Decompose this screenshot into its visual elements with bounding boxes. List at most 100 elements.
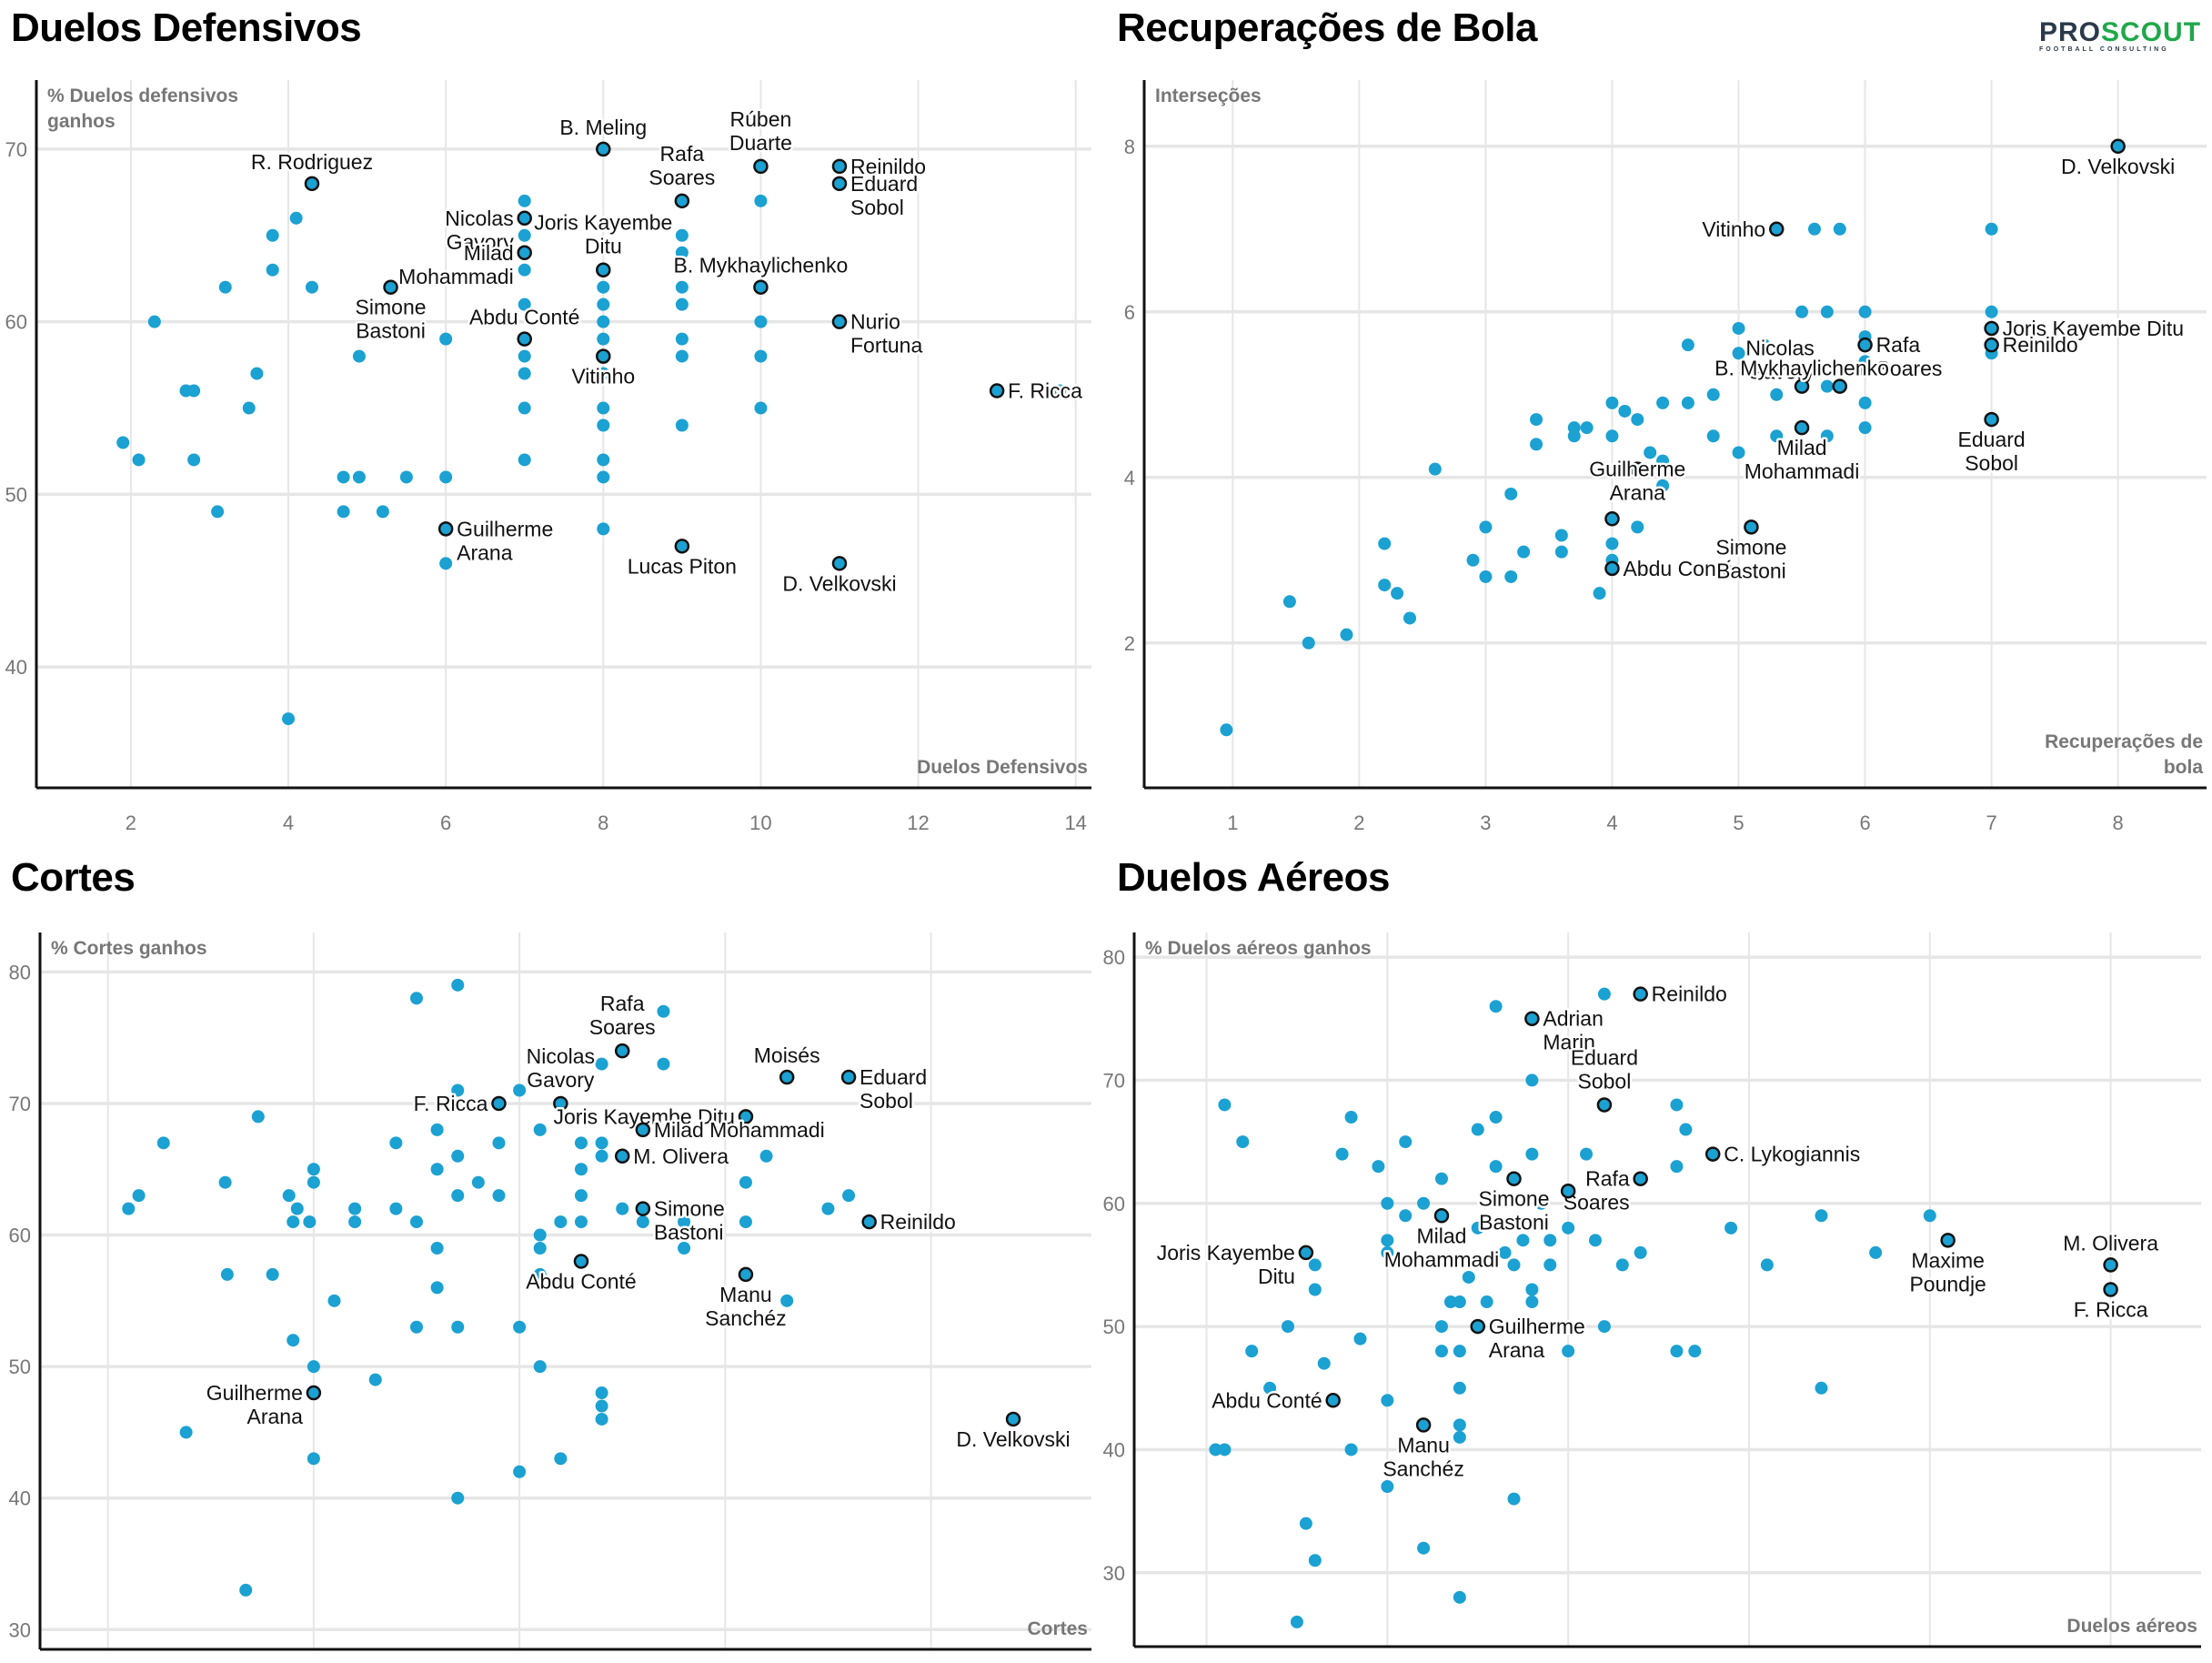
data-point [1858,421,1872,435]
data-point [1631,520,1644,534]
data-point [533,1267,547,1281]
data-point [595,1399,608,1413]
data-point [1985,305,1998,318]
data-point [1281,1320,1294,1334]
point-label: F. Ricca [414,1092,488,1115]
data-point [218,280,232,294]
y-tick-label: 50 [5,483,27,506]
data-point [1757,338,1771,352]
data-point [754,401,768,415]
highlighted-point [1633,986,1648,1002]
data-point [1466,553,1480,567]
point-label: F. Ricca [1008,379,1082,403]
highlighted-point [1470,1318,1485,1335]
data-point [597,367,610,380]
data-point [1554,545,1568,559]
data-point [1308,1554,1322,1567]
logo-part2: SCOUT [2101,16,2202,47]
point-label: R. Rodriguez [251,150,373,174]
highlighted-point [831,556,848,571]
data-point [1218,1443,1232,1456]
data-point [842,1189,856,1203]
point-label: Abdu Conté [469,306,579,329]
data-point [1597,1320,1611,1334]
data-point [389,1202,403,1215]
data-point [1807,222,1821,236]
data-point [1282,595,1296,609]
data-point [595,1386,608,1400]
data-point [1489,1111,1503,1124]
y-tick-label: 6 [1124,301,1135,324]
data-point [132,453,146,467]
data-point [368,1373,382,1386]
data-point [597,453,610,467]
highlighted-point [1984,337,1999,353]
data-point [1656,454,1670,468]
data-point [1489,1160,1503,1174]
point-label: Nicolas Gavory [527,1044,595,1092]
data-point [471,1175,485,1189]
point-label: Maxime Poundje [1909,1248,1986,1295]
data-point [675,349,689,363]
data-point [287,1215,300,1229]
data-point [1732,446,1745,459]
data-point [759,1149,773,1163]
highlighted-point [1298,1245,1314,1261]
data-point [1299,1517,1312,1530]
highlighted-point [1984,320,1999,337]
y-tick-label: 40 [5,656,27,679]
data-point [352,470,366,484]
highlighted-point [573,1254,589,1269]
data-point [307,1175,320,1189]
data-point [1381,1234,1394,1247]
data-point [1760,1258,1774,1272]
data-point [156,1136,170,1150]
point-label: Vitinho [571,365,635,388]
data-point [337,470,350,484]
data-point [266,228,279,242]
data-point [305,280,318,294]
data-point [1770,388,1784,401]
data-point [1340,628,1353,641]
x-tick-label: 2 [126,811,136,834]
x-tick-label: 3 [1480,811,1491,834]
y-tick-label: 4 [1124,467,1135,489]
point-label: Eduard Sobol [1958,428,2026,475]
data-point [439,557,453,570]
data-point [1530,438,1543,451]
logo-tagline: FOOTBALL CONSULTING [2039,45,2169,53]
x-tick-label: 7 [1986,811,1996,834]
data-point [1681,338,1694,352]
data-point [675,280,689,294]
data-point [1554,529,1568,542]
data-point [1372,1160,1385,1174]
point-label: Joris Kayembe Ditu [1157,1241,1295,1288]
highlighted-point [738,1109,754,1124]
data-point [1670,1160,1684,1174]
data-point [1820,429,1834,443]
data-point [1504,569,1518,583]
data-point [1770,429,1784,443]
data-point [409,1215,423,1229]
data-point [1220,723,1233,737]
highlighted-point [831,176,848,192]
data-point [337,505,350,519]
data-point [678,1215,691,1229]
highlighted-point [596,348,611,364]
point-label: Nurio Fortuna [850,310,922,358]
data-point [348,1215,362,1229]
point-label: Simone Bastoni [1715,535,1786,582]
data-point [597,401,610,415]
highlighted-point [2103,1257,2118,1273]
x-tick-label: 8 [2113,811,2124,834]
highlighted-point [840,1069,857,1085]
data-point [1631,413,1644,427]
data-point [1479,569,1493,583]
point-label: Simone Bastoni [654,1197,725,1245]
data-point [1820,379,1834,393]
data-point [678,1242,691,1255]
data-point [376,505,389,519]
data-point [1820,305,1834,318]
highlighted-point [1596,1097,1613,1113]
